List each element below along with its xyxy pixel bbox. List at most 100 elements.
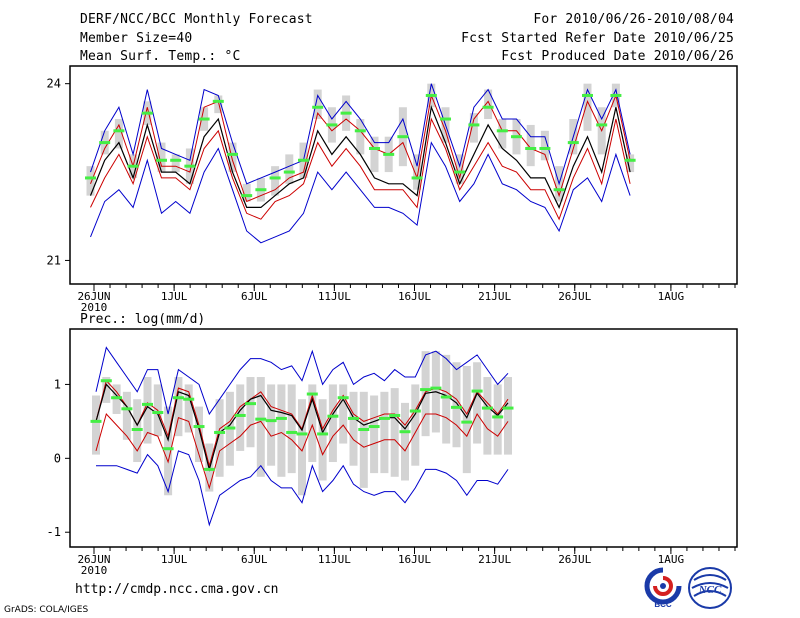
spread-box: [413, 154, 422, 190]
x-tick-label: 11JUL: [318, 290, 351, 303]
median-marker: [425, 93, 437, 97]
median-marker: [111, 396, 123, 400]
median-marker: [368, 425, 380, 429]
y-tick-label: 21: [47, 253, 61, 267]
spread-box: [339, 384, 348, 444]
spread-box: [328, 384, 337, 463]
spread-box: [455, 154, 464, 184]
median-marker: [121, 407, 133, 411]
x-tick-label: 26JUN: [77, 553, 110, 566]
median-marker: [624, 158, 636, 162]
median-marker: [317, 432, 329, 436]
website-url[interactable]: http://cmdp.ncc.cma.gov.cn: [75, 582, 279, 597]
member-size-label: Member Size=40: [80, 31, 193, 46]
median-marker: [283, 170, 295, 174]
spread-box: [484, 89, 493, 120]
x-tick-label: 6JUL: [241, 553, 268, 566]
temperature-panel: 21 24 26JUN 1JUL 6JUL 11JUL 16JUL 21JUL 26JUL 1AU…: [47, 65, 738, 314]
spread-box: [452, 362, 461, 448]
median-marker: [113, 129, 125, 133]
spread-box: [469, 113, 478, 143]
median-marker: [451, 405, 462, 409]
median-marker: [326, 123, 338, 127]
y-tick-label: -1: [47, 525, 61, 539]
median-marker: [224, 426, 236, 430]
spread-box: [171, 154, 180, 173]
grads-credit: GrADS: COLA/IGES: [4, 605, 89, 615]
median-marker: [214, 430, 226, 434]
median-marker: [397, 135, 409, 139]
median-marker: [265, 419, 277, 423]
x-tick-label: 16JUL: [398, 553, 431, 566]
median-marker: [348, 416, 359, 420]
x-tick-label: 1AUG: [658, 553, 685, 566]
spread-box: [285, 154, 294, 184]
y-tick-label: 0: [54, 451, 61, 465]
median-marker: [539, 146, 551, 150]
spread-box: [267, 384, 276, 466]
bcc-logo: BCC: [644, 567, 682, 609]
median-marker: [496, 129, 508, 133]
median-marker: [327, 414, 339, 418]
median-marker: [440, 117, 451, 121]
median-marker: [337, 396, 349, 400]
spread-box: [349, 391, 358, 466]
spread-box: [380, 391, 389, 474]
spread-box: [102, 377, 111, 403]
median-marker: [567, 141, 579, 145]
forecast-period: For 2010/06/26-2010/08/04: [533, 12, 734, 27]
forecast-produced-date: Fcst Produced Date 2010/06/26: [501, 49, 734, 64]
median-marker: [183, 397, 195, 401]
forecast-start-date: Fcst Started Refer Date 2010/06/25: [461, 31, 734, 46]
spread-box: [626, 154, 635, 173]
median-marker: [383, 152, 395, 156]
median-marker: [553, 188, 565, 192]
spread-box: [411, 384, 420, 466]
median-marker: [269, 176, 281, 180]
spread-box: [356, 119, 365, 155]
x-tick-label: 26JUL: [558, 553, 591, 566]
median-marker: [596, 123, 608, 127]
median-marker: [454, 170, 466, 174]
year-label: 2010: [81, 301, 108, 314]
median-marker: [420, 388, 432, 392]
mean-line: [89, 104, 631, 209]
median-marker: [511, 135, 522, 139]
median-marker: [378, 416, 390, 420]
spread-box: [483, 377, 492, 455]
min-line: [90, 141, 631, 244]
median-marker: [610, 93, 622, 97]
median-marker: [227, 152, 238, 156]
x-tick-label: 11JUL: [318, 553, 351, 566]
x-tick-label: 21JUL: [478, 553, 511, 566]
median-marker: [340, 111, 352, 115]
median-marker: [399, 430, 411, 434]
spread-box: [195, 406, 203, 463]
median-marker: [461, 420, 473, 424]
median-marker: [286, 430, 298, 434]
median-marker: [127, 164, 139, 168]
median-marker: [411, 176, 423, 180]
year-label: 2010: [81, 564, 108, 577]
spread-box: [298, 399, 306, 496]
spread-box: [498, 119, 507, 149]
lower-line: [90, 117, 631, 221]
min-line: [96, 450, 509, 527]
precipitation-panel: -1 0 1 26JUN 1JUL 6JUL 11JUL 16JUL 21JUL 26JUL 1AU…: [47, 328, 738, 577]
spread-box: [493, 384, 502, 455]
spread-box: [442, 354, 451, 444]
median-marker: [184, 164, 196, 168]
spread-box: [308, 384, 317, 463]
median-marker: [358, 428, 370, 432]
spread-box: [122, 391, 131, 440]
spread-box: [143, 377, 152, 444]
spread-box: [228, 142, 237, 173]
spread-box: [271, 166, 280, 196]
median-marker: [172, 396, 184, 400]
median-marker: [409, 409, 421, 413]
spread-box: [157, 142, 166, 173]
y-tick-label: 24: [47, 77, 61, 91]
median-marker: [312, 105, 324, 109]
median-marker: [306, 392, 318, 396]
